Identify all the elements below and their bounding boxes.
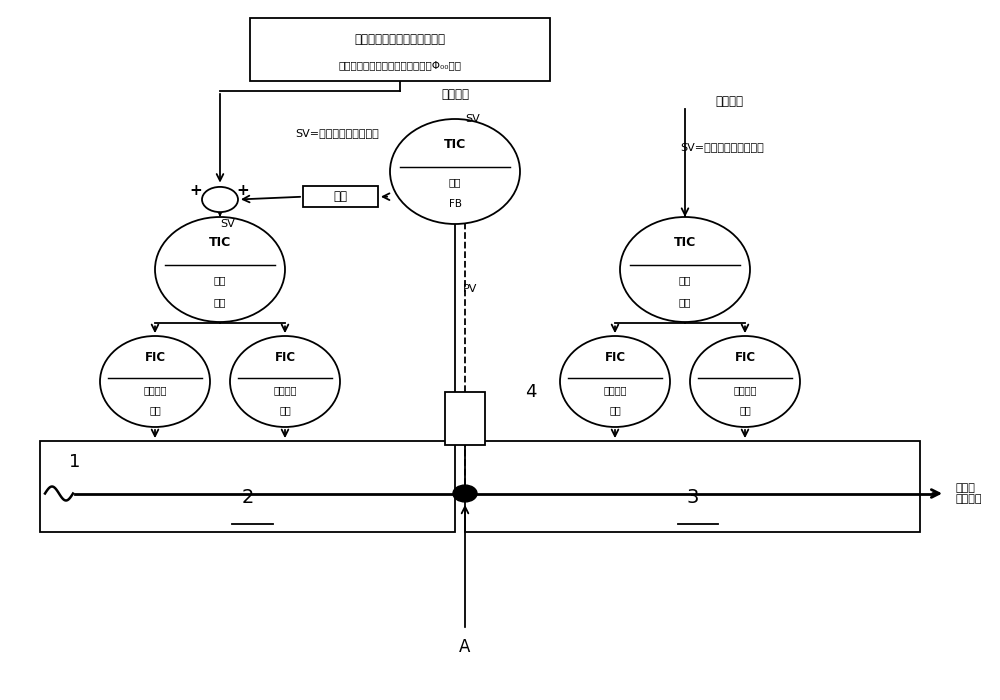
Text: 控制: 控制 xyxy=(679,297,691,307)
Ellipse shape xyxy=(155,217,285,322)
Text: 控制: 控制 xyxy=(149,405,161,414)
Bar xyxy=(465,441,920,532)
Bar xyxy=(303,186,378,207)
Ellipse shape xyxy=(620,217,750,322)
Text: 控制: 控制 xyxy=(739,405,751,414)
Text: 4: 4 xyxy=(525,383,536,401)
Ellipse shape xyxy=(230,336,340,427)
Text: 炉温: 炉温 xyxy=(679,275,691,285)
Text: 鈢板的
行进方向: 鈢板的 行进方向 xyxy=(955,483,982,504)
Text: 均热温度: 均热温度 xyxy=(441,88,469,101)
Text: TIC: TIC xyxy=(444,138,466,150)
Text: 控制: 控制 xyxy=(214,297,226,307)
Text: 空气流量: 空气流量 xyxy=(273,386,297,396)
Circle shape xyxy=(202,187,238,212)
Ellipse shape xyxy=(690,336,800,427)
Text: SV=均热炉的炉温设定值: SV=均热炉的炉温设定值 xyxy=(680,142,764,152)
Text: 增益: 增益 xyxy=(333,190,348,203)
Bar xyxy=(445,392,485,444)
Text: FIC: FIC xyxy=(274,351,296,364)
Text: 2: 2 xyxy=(241,488,254,507)
Text: （板厚、板宽、送板速度、比热、Φ₀₀等）: （板厚、板宽、送板速度、比热、Φ₀₀等） xyxy=(338,60,462,70)
Text: SV: SV xyxy=(220,219,235,229)
Ellipse shape xyxy=(560,336,670,427)
Text: FB: FB xyxy=(448,199,462,209)
Ellipse shape xyxy=(100,336,210,427)
Text: 均热温度: 均热温度 xyxy=(715,95,743,108)
Text: 1: 1 xyxy=(69,453,81,471)
Text: 板温: 板温 xyxy=(449,177,461,187)
Text: 控制: 控制 xyxy=(279,405,291,414)
Text: SV: SV xyxy=(465,114,480,124)
Text: FIC: FIC xyxy=(734,351,756,364)
Text: 空气流量: 空气流量 xyxy=(733,386,757,396)
Text: PV: PV xyxy=(463,284,477,293)
Text: 由上位计算机进行的炉温计算: 由上位计算机进行的炉温计算 xyxy=(354,33,446,46)
Text: TIC: TIC xyxy=(674,236,696,248)
Text: +: + xyxy=(237,183,249,198)
Text: TIC: TIC xyxy=(209,236,231,248)
Text: 燃料流量: 燃料流量 xyxy=(143,386,167,396)
Text: FIC: FIC xyxy=(144,351,166,364)
Bar xyxy=(40,441,455,532)
Text: SV=加热炉的炉温设定值: SV=加热炉的炉温设定值 xyxy=(295,128,379,138)
Circle shape xyxy=(453,485,477,502)
Text: A: A xyxy=(459,638,471,657)
Ellipse shape xyxy=(390,119,520,224)
Text: 3: 3 xyxy=(686,488,699,507)
Text: 炉温: 炉温 xyxy=(214,275,226,285)
Bar xyxy=(250,18,550,80)
Text: +: + xyxy=(190,183,202,198)
Text: 燃料流量: 燃料流量 xyxy=(603,386,627,396)
Text: 控制: 控制 xyxy=(609,405,621,414)
Text: FIC: FIC xyxy=(604,351,626,364)
